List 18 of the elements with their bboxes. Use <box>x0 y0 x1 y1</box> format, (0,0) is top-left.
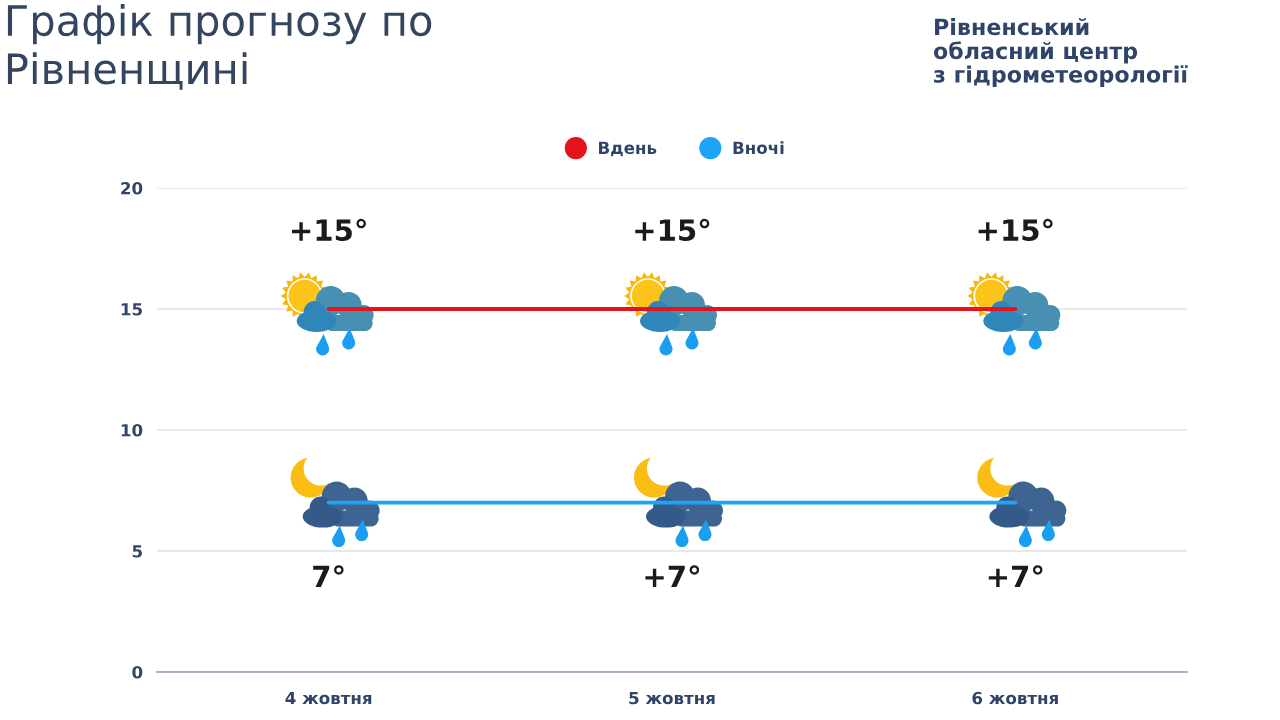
y-tick-label: 10 <box>121 423 143 437</box>
data-label: 7° <box>313 565 344 588</box>
y-tick-label: 15 <box>121 303 142 316</box>
chart-title: Графік прогнозу по Рівненщині <box>7 4 432 90</box>
y-tick-label: 20 <box>121 181 143 195</box>
data-label: +7° <box>645 565 700 588</box>
text: Рівненський обласний центр з гідрометеорології <box>933 17 1188 88</box>
y-tick-label: 0 <box>132 665 143 679</box>
legend-label: Вдень <box>599 141 657 157</box>
data-label: +15° <box>291 218 366 242</box>
data-label: +15° <box>978 218 1053 242</box>
x-tick-label: 4 жовтня <box>285 691 372 705</box>
y-tick-label: 5 <box>132 545 142 558</box>
data-label: +7° <box>988 565 1043 588</box>
x-tick-label: 6 жовтня <box>972 691 1058 705</box>
legend-label: Вночі <box>733 141 784 155</box>
x-tick-label: 5 жовтня <box>629 691 715 705</box>
data-label: +15° <box>635 218 710 242</box>
